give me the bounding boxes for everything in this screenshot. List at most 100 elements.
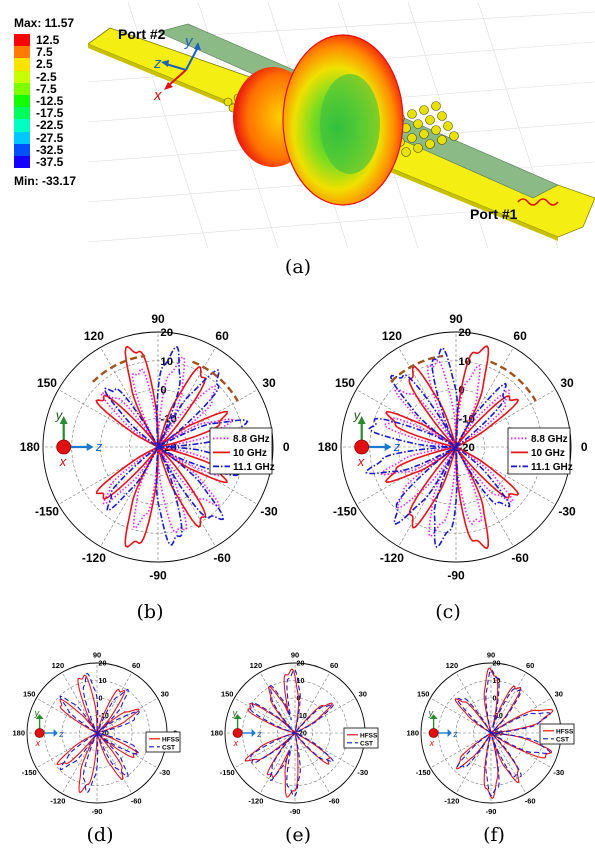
polar-spoke: [455, 446, 556, 505]
polar-spoke: [259, 672, 296, 734]
angle-tick-label: -150: [22, 768, 37, 777]
polar-ring: [340, 331, 572, 563]
y-axis-arrowhead: [233, 714, 242, 719]
scale-swatch: [14, 155, 30, 169]
angle-tick-label: -90: [92, 807, 103, 816]
scale-swatch: [14, 107, 30, 120]
angle-tick-label: 150: [221, 690, 234, 699]
angle-tick-label: -30: [260, 504, 278, 518]
angle-tick-label: -150: [333, 504, 357, 518]
polar-spoke: [96, 672, 133, 734]
polar-spoke: [58, 389, 159, 448]
scale-swatch: [14, 70, 30, 83]
series-line: [249, 669, 334, 798]
angle-tick-label: -120: [444, 796, 459, 805]
angle-tick-label: 0: [581, 440, 588, 454]
y-axis-arrowhead: [59, 415, 68, 424]
chart-legend: [209, 427, 273, 475]
scale-label: -37.5: [36, 154, 64, 169]
x-axis-glyph: x: [35, 738, 41, 748]
scale-label: -12.5: [36, 94, 64, 109]
angle-tick-label: 30: [262, 376, 276, 390]
radial-tick-label: 20: [493, 660, 501, 668]
caption-d: (d): [86, 824, 114, 846]
scale-row: -17.5: [14, 106, 89, 120]
z-axis-glyph: z: [95, 439, 103, 454]
polar-spoke: [96, 732, 133, 794]
z-axis-glyph: z: [58, 729, 64, 739]
radiation-lobe-inner: [320, 74, 380, 174]
scale-label: 12.5: [36, 33, 60, 48]
angle-tick-label: 90: [93, 650, 101, 659]
polar-spoke: [398, 347, 457, 448]
radial-tick-label: 20: [99, 660, 107, 668]
angle-tick-label: 150: [417, 690, 430, 699]
min-label: Min: -33.17: [14, 174, 77, 189]
legend-label: 8.8 GHz: [531, 434, 568, 445]
caption-c: (c): [435, 601, 461, 623]
scale-row: 7.5: [14, 45, 89, 59]
angle-tick-label: 180: [406, 729, 419, 738]
rotation-arrow-left: [390, 354, 444, 383]
radial-tick-label: -10: [99, 712, 109, 720]
angle-tick-label: -30: [558, 504, 576, 518]
scale-swatch: [14, 143, 30, 156]
radial-tick-label: 0: [99, 695, 103, 703]
polar-ring: [128, 417, 188, 477]
scale-swatch: [14, 46, 30, 59]
scale-label: -22.5: [36, 118, 64, 133]
scale-label: 2.5: [36, 57, 53, 72]
scale-rows: 12.5 7.5 2.5 -2.5 -7.5 -12.5 -17.5 -22.5 -27.5 -3…: [14, 33, 89, 169]
angle-tick-label: -150: [220, 768, 235, 777]
z-axis-arrowhead: [53, 729, 58, 737]
angle-tick-label: 30: [161, 690, 169, 699]
series-line: [103, 345, 249, 546]
angle-tick-label: -120: [82, 551, 106, 565]
polar-spoke: [490, 732, 527, 794]
radial-tick-label: 10: [297, 677, 305, 685]
polar-ring: [426, 417, 486, 477]
y-axis-arrowhead: [35, 714, 44, 719]
scale-swatch: [14, 131, 30, 144]
angle-tick-label: -30: [357, 768, 368, 777]
chart-legend: [343, 727, 379, 749]
radial-tick-label: 10: [493, 677, 501, 685]
angle-tick-label: 120: [446, 661, 459, 670]
angle-tick-label: 150: [335, 376, 355, 390]
x-axis-glyph: x: [357, 454, 365, 469]
chart-legend: [539, 723, 575, 745]
port1-label: Port #1: [470, 206, 518, 222]
axis-x-label: x: [153, 87, 162, 104]
angle-tick-label: 60: [513, 329, 527, 343]
angle-tick-label: -120: [50, 796, 65, 805]
scale-label: -7.5: [36, 81, 57, 96]
max-label: Max: 11.57: [14, 16, 75, 30]
y-axis-arrowhead: [357, 415, 366, 424]
legend-label: 11.1 GHz: [531, 462, 573, 473]
scale-row: -27.5: [14, 131, 89, 145]
angle-tick-label: 150: [23, 690, 36, 699]
angle-tick-label: 180: [20, 440, 40, 454]
scale-row: -37.5: [14, 154, 89, 169]
x-axis-glyph: x: [59, 454, 67, 469]
polar-spoke: [455, 446, 514, 547]
y-axis-arrowhead: [429, 714, 438, 719]
legend-label: HFSS: [162, 736, 180, 743]
legend-label: CST: [556, 736, 569, 743]
scale-swatch: [14, 119, 30, 132]
polar-spoke: [58, 446, 159, 505]
polar-spoke: [259, 732, 296, 794]
z-axis-glyph: z: [256, 729, 262, 739]
polar-chart-e: 9060300-30-60-90-120-15018015012020100-1…: [210, 650, 379, 816]
polar-spoke: [294, 672, 331, 734]
radial-tick-label: -10: [297, 712, 307, 720]
x-axis-glyph: x: [233, 738, 239, 748]
radial-tick-label: 20: [160, 327, 173, 339]
z-axis-glyph: z: [393, 439, 401, 454]
radial-tick-label: 20: [297, 660, 305, 668]
polar-ring: [42, 331, 274, 563]
legend-label: HFSS: [360, 732, 378, 739]
polar-spoke: [455, 732, 492, 794]
angle-tick-label: -90: [486, 807, 497, 816]
